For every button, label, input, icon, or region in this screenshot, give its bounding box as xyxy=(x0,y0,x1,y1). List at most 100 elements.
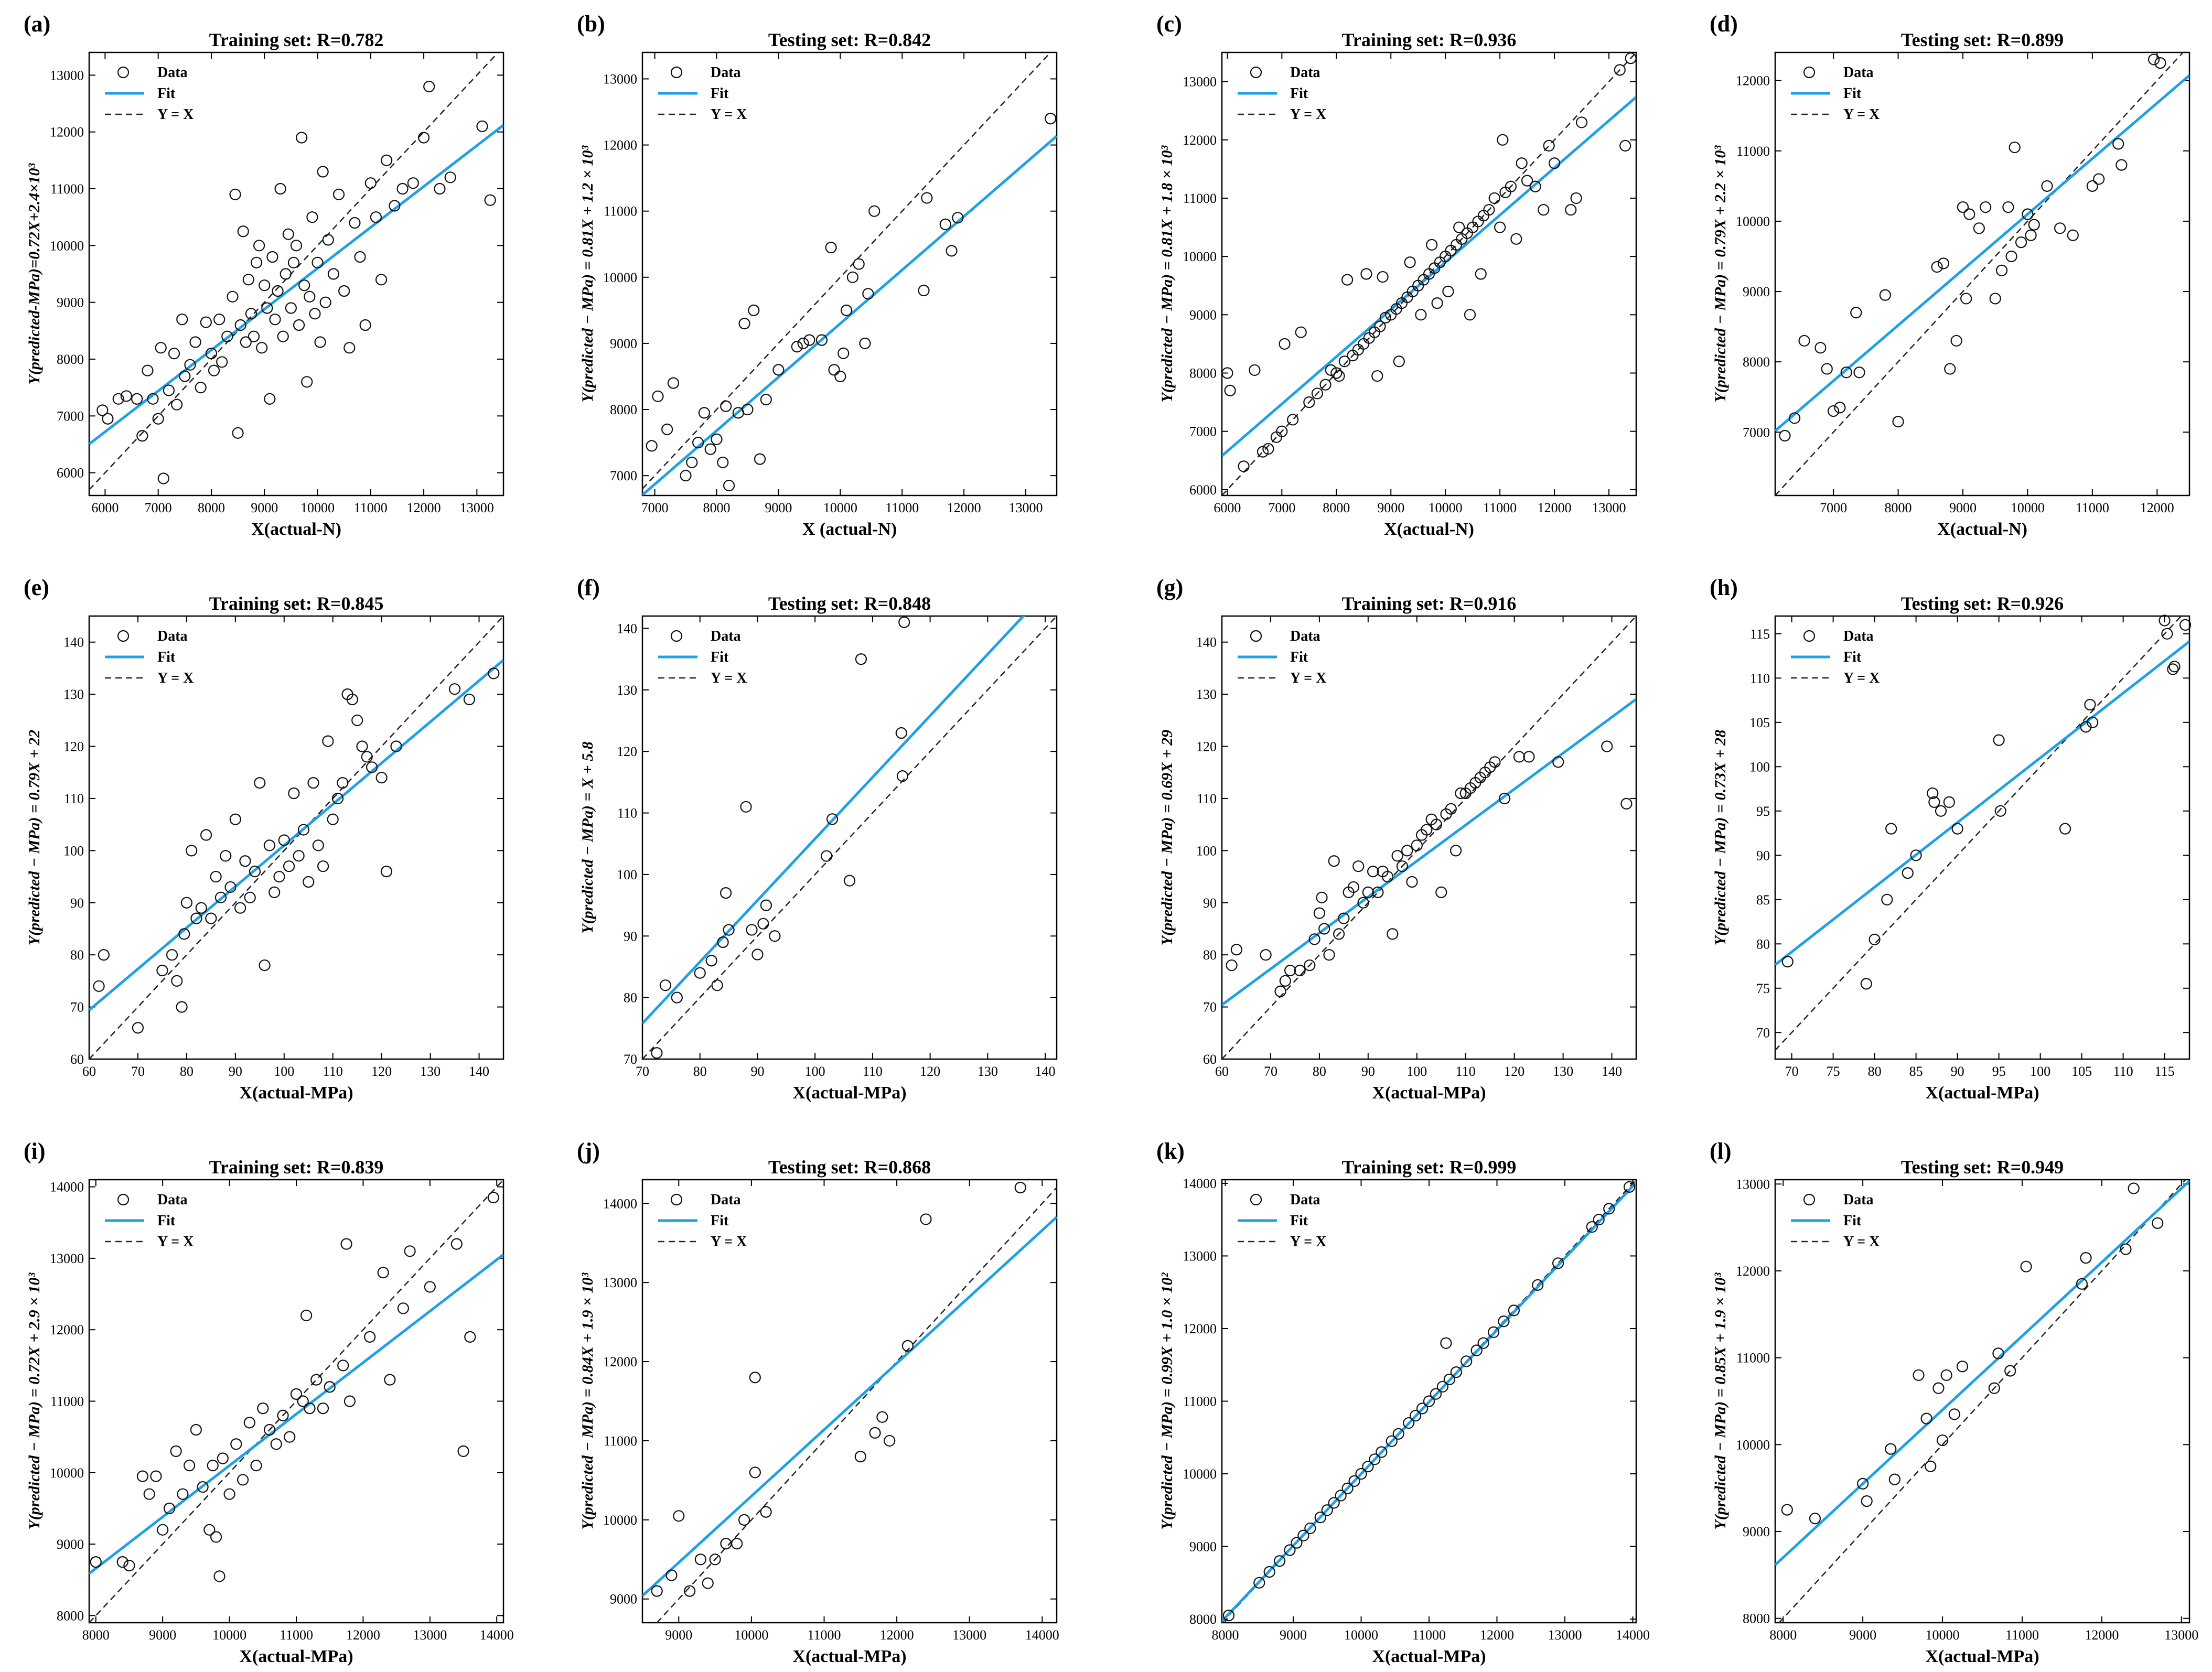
data-point xyxy=(346,693,358,706)
data-point xyxy=(1575,116,1588,128)
x-tick-label: 14000 xyxy=(480,1627,514,1643)
x-tick-label: 8000 xyxy=(703,500,730,515)
y-tick-label: 90 xyxy=(70,896,84,911)
y-tick-label: 80 xyxy=(624,990,637,1006)
data-point xyxy=(1850,307,1862,319)
data-point xyxy=(1532,1279,1544,1291)
data-point xyxy=(769,930,781,942)
data-point xyxy=(332,188,345,200)
data-point xyxy=(749,1466,761,1479)
y-axis-label: Y(predicted − MPa) = 0.79X + 2.2 × 10³ xyxy=(1712,145,1729,402)
data-point xyxy=(2080,1252,2092,1264)
data-point xyxy=(1798,335,1810,347)
chart-title: Training set: R=0.839 xyxy=(209,1157,384,1178)
data-point xyxy=(876,1411,888,1423)
data-point xyxy=(314,336,326,348)
y-tick-label: 8000 xyxy=(57,1608,84,1623)
legend-data-label: Data xyxy=(1290,628,1320,644)
data-point xyxy=(220,850,232,862)
data-point xyxy=(1814,342,1827,354)
data-point xyxy=(2112,138,2124,150)
data-point xyxy=(277,330,289,342)
x-tick-label: 13000 xyxy=(413,1627,447,1643)
x-axis-label: X(actual-MPa) xyxy=(1925,1647,2039,1666)
data-point xyxy=(1415,309,1427,321)
y-tick-label: 110 xyxy=(64,791,84,806)
data-point xyxy=(1270,431,1283,443)
data-point xyxy=(1426,239,1438,251)
data-point xyxy=(1548,157,1561,169)
data-point xyxy=(1950,335,1962,347)
legend-fit-label: Fit xyxy=(1290,649,1308,665)
data-point xyxy=(203,1524,216,1536)
data-point xyxy=(1988,1382,2000,1394)
data-point xyxy=(2152,1217,2164,1229)
y-axis-label: Y(predicted − MPa) = 0.79X + 22 xyxy=(26,730,43,945)
data-point xyxy=(397,1302,409,1314)
data-point xyxy=(359,319,371,331)
data-point xyxy=(1869,933,1881,945)
data-point xyxy=(278,834,290,846)
fit-line xyxy=(89,124,503,446)
data-point xyxy=(1943,796,1955,808)
data-point xyxy=(306,211,318,223)
fit-line xyxy=(1775,74,2189,432)
x-tick-label: 14000 xyxy=(1616,1627,1650,1643)
x-tick-label: 7000 xyxy=(1820,500,1847,515)
data-point xyxy=(1045,113,1057,125)
x-tick-label: 90 xyxy=(1951,1064,1964,1079)
y-tick-label: 8000 xyxy=(1189,366,1217,381)
y-tick-label: 9000 xyxy=(1189,1539,1217,1555)
x-axis-label: X(actual-N) xyxy=(1384,520,1474,539)
data-point xyxy=(142,364,154,376)
data-point xyxy=(309,308,321,320)
y-tick-label: 8000 xyxy=(610,402,637,417)
data-point xyxy=(694,1554,706,1566)
data-point xyxy=(136,1470,149,1482)
y-tick-label: 95 xyxy=(1756,804,1770,819)
y-tick-label: 13000 xyxy=(1183,74,1217,90)
data-point xyxy=(283,860,295,872)
legend-fit-label: Fit xyxy=(711,649,729,665)
data-point xyxy=(404,1245,416,1257)
y-tick-label: 120 xyxy=(1196,739,1217,754)
data-point xyxy=(2041,180,2053,192)
fit-line xyxy=(1222,96,1636,457)
x-tick-label: 10000 xyxy=(212,1627,246,1643)
data-point xyxy=(237,1474,249,1486)
reference-line-y-equals-x xyxy=(1778,1180,2186,1623)
y-tick-label: 8000 xyxy=(1189,1612,1217,1627)
legend-fit-label: Fit xyxy=(157,85,176,102)
x-tick-label: 90 xyxy=(1361,1064,1375,1079)
data-point xyxy=(1992,1347,2004,1360)
data-point xyxy=(2076,1278,2088,1290)
y-tick-label: 10000 xyxy=(1736,1437,1770,1452)
fit-line xyxy=(1222,1181,1636,1622)
data-point xyxy=(760,394,772,406)
legend-ref-label: Y = X xyxy=(157,106,194,123)
x-tick-label: 9000 xyxy=(149,1627,176,1643)
x-tick-label: 130 xyxy=(978,1064,998,1079)
data-point xyxy=(2167,663,2179,675)
plot-frame xyxy=(1221,615,1637,1060)
x-tick-label: 11000 xyxy=(354,500,388,515)
x-axis-label: X(actual-N) xyxy=(251,520,341,539)
x-tick-label: 12000 xyxy=(947,500,981,515)
panel-letter: (i) xyxy=(24,1138,46,1164)
data-point xyxy=(2005,250,2017,263)
y-tick-label: 9000 xyxy=(610,336,637,351)
data-point xyxy=(846,271,858,283)
y-tick-label: 12000 xyxy=(603,1354,637,1369)
data-point xyxy=(1276,425,1288,437)
legend-data-marker xyxy=(670,1193,683,1206)
data-point xyxy=(248,330,260,342)
data-point xyxy=(841,304,853,316)
data-point xyxy=(1586,1221,1598,1233)
data-point xyxy=(223,1488,235,1500)
data-point xyxy=(1348,1475,1360,1487)
x-tick-label: 110 xyxy=(2113,1064,2133,1079)
data-point xyxy=(2025,229,2037,241)
x-tick-label: 80 xyxy=(1868,1064,1882,1079)
data-point xyxy=(853,258,865,270)
data-point xyxy=(234,902,246,914)
